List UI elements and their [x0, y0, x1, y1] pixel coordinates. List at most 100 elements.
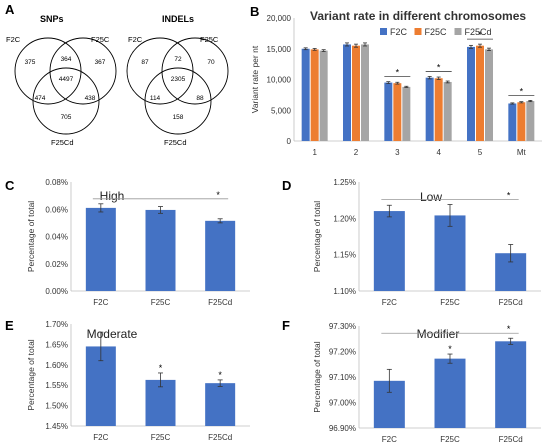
- y-tick-label: 96.90%: [329, 424, 356, 433]
- legend-swatch: [380, 28, 387, 35]
- y-tick-label: 15,000: [267, 45, 292, 54]
- x-tick-label: F2C: [93, 298, 108, 307]
- panel-label-d: D: [282, 178, 291, 193]
- panel-label-f: F: [282, 318, 290, 333]
- bar: [443, 81, 452, 141]
- x-tick-label: 5: [478, 148, 483, 157]
- bar: [434, 358, 466, 428]
- y-tick-label: 0.08%: [45, 178, 68, 187]
- x-tick-label: F25C: [440, 298, 460, 307]
- significance-star: *: [507, 324, 511, 334]
- venn-circle-b: [161, 37, 229, 105]
- significance-star: *: [216, 190, 220, 200]
- x-tick-label: 4: [436, 148, 441, 157]
- bar: [402, 86, 411, 141]
- y-axis-label: Percentage of total: [312, 341, 322, 412]
- chart-title: Low: [420, 190, 442, 204]
- y-tick-label: 97.30%: [329, 322, 356, 331]
- panel-label-b: B: [250, 4, 259, 19]
- venn-count: 474: [35, 95, 46, 102]
- bar: [205, 383, 236, 426]
- significance-star: *: [507, 191, 511, 201]
- venn-count: 70: [207, 59, 215, 66]
- x-tick-label: Mt: [517, 148, 527, 157]
- y-axis-label: Percentage of total: [26, 201, 36, 272]
- x-tick-label: F2C: [382, 298, 397, 307]
- x-tick-label: F2C: [382, 435, 397, 444]
- bar: [508, 103, 517, 141]
- bar: [476, 45, 484, 141]
- y-tick-label: 1.25%: [333, 178, 356, 187]
- bar: [526, 101, 535, 141]
- venn-set-label: F25C: [91, 35, 110, 44]
- bar: [425, 77, 434, 141]
- bar: [343, 44, 351, 141]
- bar: [384, 82, 393, 141]
- y-axis-label: Percentage of total: [312, 201, 322, 272]
- y-tick-label: 0.02%: [45, 260, 68, 269]
- bar: [485, 49, 493, 141]
- bar: [205, 220, 236, 291]
- y-tick-label: 20,000: [267, 14, 292, 23]
- chart-title: Variant rate in different chromosomes: [310, 9, 526, 23]
- bar: [145, 379, 176, 426]
- bar: [145, 209, 176, 291]
- chart-title: Modifier: [417, 327, 460, 341]
- venn-count: 375: [25, 59, 36, 66]
- y-tick-label: 1.10%: [333, 287, 356, 296]
- x-tick-label: F25Cd: [208, 433, 232, 442]
- venn-count: 158: [173, 114, 184, 121]
- venn-count: 367: [95, 59, 106, 66]
- y-tick-label: 5,000: [271, 106, 292, 115]
- y-tick-label: 0.04%: [45, 233, 68, 242]
- venn-count: 87: [141, 59, 149, 66]
- venn-circle-a: [14, 37, 82, 105]
- y-tick-label: 97.10%: [329, 373, 356, 382]
- venn-set-label: F2C: [6, 35, 21, 44]
- y-tick-label: 1.20%: [333, 214, 356, 223]
- bar: [517, 102, 526, 141]
- venn-circle-c: [32, 67, 100, 135]
- bar: [319, 50, 328, 141]
- bar: [467, 46, 475, 141]
- significance-star: *: [437, 62, 441, 72]
- venn-set-label: F2C: [128, 35, 143, 44]
- significance-star: *: [396, 68, 400, 78]
- y-tick-label: 0: [287, 137, 292, 146]
- y-tick-label: 97.20%: [329, 348, 356, 357]
- bar: [352, 45, 360, 141]
- bar: [373, 211, 405, 291]
- y-tick-label: 1.65%: [45, 340, 68, 349]
- bar: [85, 207, 116, 291]
- x-tick-label: 1: [312, 148, 317, 157]
- bar: [310, 49, 319, 141]
- bar: [393, 83, 402, 141]
- y-tick-label: 1.50%: [45, 402, 68, 411]
- x-tick-label: F2C: [93, 433, 108, 442]
- venn-count: 72: [174, 56, 182, 63]
- y-tick-label: 1.70%: [45, 320, 68, 329]
- venn-count: 364: [61, 56, 72, 63]
- venn-set-label: F25C: [200, 35, 219, 44]
- venn-title: SNPs: [40, 14, 64, 24]
- y-tick-label: 1.45%: [45, 422, 68, 431]
- venn-count: 2305: [171, 76, 186, 83]
- bar: [361, 44, 369, 141]
- significance-star: *: [159, 363, 163, 373]
- x-tick-label: F25Cd: [499, 435, 523, 444]
- y-tick-label: 1.55%: [45, 381, 68, 390]
- venn-circle-c: [144, 67, 212, 135]
- venn-circle-a: [126, 37, 194, 105]
- venn-indels: INDELs F2C F25C F25Cd 87 72 70 2305 114 …: [126, 14, 229, 147]
- x-tick-label: F25C: [440, 435, 460, 444]
- x-tick-label: F25Cd: [499, 298, 523, 307]
- significance-star: *: [218, 370, 222, 380]
- venn-set-label: F25Cd: [51, 138, 74, 147]
- panel-label-c: C: [5, 178, 15, 193]
- y-tick-label: 1.60%: [45, 361, 68, 370]
- venn-count: 705: [61, 114, 72, 121]
- charts-layer: 0 5,000 10,000 15,000 20,000 Variant rate per…: [26, 9, 542, 444]
- y-tick-label: 10,000: [267, 76, 292, 85]
- venn-count: 438: [85, 95, 96, 102]
